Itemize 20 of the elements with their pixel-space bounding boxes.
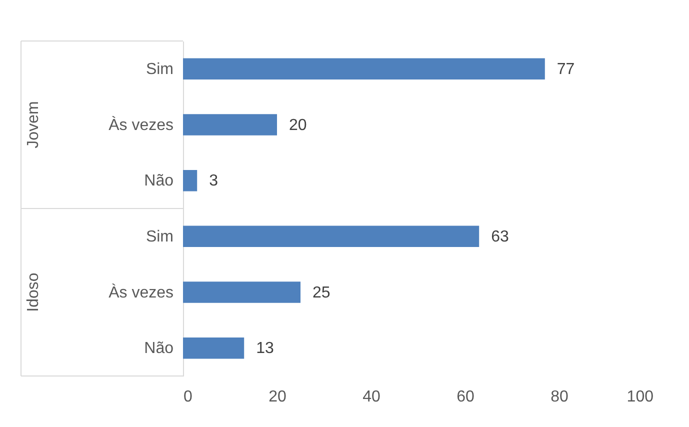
y-tick-label: Sim	[146, 60, 174, 78]
y-tick-label: Não	[144, 340, 174, 358]
x-tick-label: 0	[184, 388, 192, 406]
data-label: 25	[312, 284, 330, 302]
y-tick-label: Às vezes	[108, 283, 174, 302]
data-label: 20	[289, 116, 307, 134]
y-tick-label: Sim	[146, 228, 174, 246]
x-tick-label: 80	[550, 388, 568, 406]
data-label: 77	[556, 60, 575, 78]
text: Idoso	[25, 272, 42, 312]
x-tick-label: 60	[456, 388, 474, 406]
data-label: 3	[209, 172, 218, 190]
data-label: 63	[491, 228, 509, 246]
y-tick-label: Às vezes	[108, 116, 174, 134]
y-tick-label: Não	[144, 172, 174, 190]
x-tick-label: 20	[268, 388, 286, 406]
data-label: 13	[256, 340, 274, 358]
text: Jovem	[25, 101, 42, 148]
x-tick-label: 40	[362, 388, 380, 406]
x-tick-label: 100	[626, 388, 654, 406]
